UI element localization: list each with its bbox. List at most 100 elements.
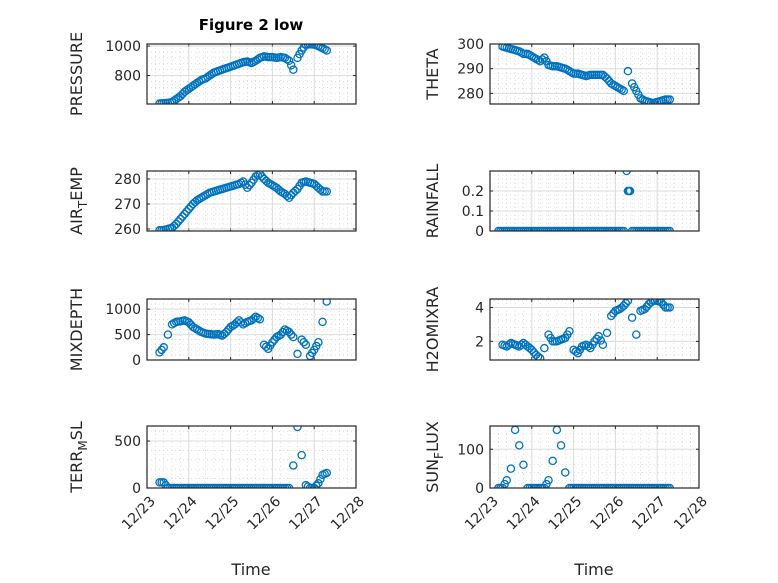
- data-point: [314, 479, 323, 488]
- y-axis-label: AIRTEMP: [67, 167, 90, 235]
- data-point: [602, 328, 612, 338]
- data-point: [284, 56, 294, 66]
- data-series: [155, 299, 331, 360]
- data-point: [289, 332, 298, 342]
- data-point: [322, 46, 331, 55]
- subplot-mixdepth: 0 500 1000 MIXDEPTH: [67, 288, 357, 371]
- data-series: [494, 171, 674, 231]
- y-label-part: LUX: [423, 421, 442, 452]
- y-axis-label: H2OMIXRA: [423, 287, 442, 373]
- data-point: [255, 315, 265, 324]
- y-axis-label: RAINFALL: [423, 164, 442, 239]
- data-point: [556, 441, 566, 450]
- data-point: [602, 74, 612, 83]
- x-tick-label: 12/25: [203, 494, 243, 534]
- data-point: [621, 299, 631, 308]
- data-point: [560, 468, 570, 477]
- data-series: [498, 299, 674, 360]
- data-point: [289, 461, 298, 470]
- y-label-part: TERR: [67, 451, 86, 494]
- data-point: [186, 202, 196, 211]
- subplot-rainfall: 0 0.1 0.2 RAINFALL: [423, 164, 700, 240]
- x-tick-label: 12/23: [119, 494, 159, 534]
- x-axis-label-right: Time: [573, 560, 613, 579]
- x-tick-label: 12/27: [629, 494, 669, 534]
- y-axis-label: TERRMSL: [67, 421, 90, 494]
- y-tick-label: 0: [132, 353, 141, 369]
- data-point: [322, 187, 331, 196]
- data-point: [544, 475, 553, 485]
- y-tick-label: 270: [114, 197, 141, 213]
- y-axis-label: SUNFLUX: [423, 421, 446, 493]
- data-point: [268, 337, 277, 347]
- data-point: [644, 97, 654, 104]
- y-label-part: SUN: [423, 459, 442, 493]
- data-point: [632, 330, 641, 339]
- data-point: [519, 460, 528, 469]
- axes-box: [146, 425, 357, 489]
- figure-title: Figure 2 low: [199, 16, 304, 34]
- data-point: [282, 55, 292, 64]
- data-point: [178, 212, 187, 221]
- data-series: [155, 171, 331, 231]
- y-tick-label: 260: [114, 222, 141, 238]
- data-point: [297, 450, 306, 460]
- data-point: [665, 303, 674, 312]
- data-point: [184, 318, 194, 327]
- y-tick-label: 1000: [105, 302, 141, 318]
- x-tick-label: 12/24: [161, 493, 201, 533]
- y-label-subscript: M: [76, 440, 90, 450]
- y-tick-label: 280: [457, 86, 484, 102]
- data-point: [176, 214, 185, 224]
- data-point: [261, 342, 271, 352]
- y-tick-label: 0: [132, 481, 141, 497]
- data-point: [291, 186, 300, 196]
- data-point: [640, 304, 649, 314]
- data-point: [284, 193, 294, 202]
- data-point: [535, 354, 545, 360]
- data-point: [538, 55, 547, 64]
- data-point: [322, 299, 331, 306]
- x-tick-label: 12/28: [671, 494, 711, 534]
- data-point: [159, 343, 168, 352]
- data-point: [665, 95, 674, 104]
- data-point: [504, 340, 514, 349]
- data-point: [316, 474, 325, 484]
- y-tick-label: 500: [114, 328, 141, 344]
- x-axis-label-left: Time: [230, 560, 270, 579]
- data-point: [623, 66, 633, 76]
- data-point: [548, 456, 557, 466]
- y-label-subscript: T: [76, 200, 90, 209]
- axes-box: [146, 43, 357, 105]
- y-tick-label: 280: [114, 172, 141, 188]
- axes-box: [489, 170, 700, 232]
- data-point: [510, 426, 520, 435]
- data-point: [174, 217, 183, 226]
- y-label-subscript: F: [432, 452, 446, 459]
- data-point: [646, 98, 656, 104]
- data-point: [284, 327, 294, 337]
- y-tick-label: 1000: [105, 39, 141, 55]
- y-axis-label: PRESSURE: [67, 32, 86, 116]
- x-tick-label: 12/26: [244, 493, 284, 533]
- x-tick-label: 12/25: [546, 494, 586, 534]
- subplot-h2omixra: 2 4 H2OMIXRA: [423, 287, 700, 373]
- subplot-sun-flux: 12/23 12/24 12/25 12/26 12/27 12/28 0 100 SUNFLU…: [423, 421, 711, 533]
- subplot-theta: 280 290 300 THETA: [423, 37, 700, 105]
- data-point: [286, 330, 296, 339]
- data-point: [657, 299, 666, 307]
- data-point: [619, 86, 629, 96]
- y-tick-label: 800: [114, 69, 141, 85]
- data-point: [276, 330, 286, 339]
- data-point: [180, 209, 189, 219]
- data-point: [222, 327, 231, 337]
- y-label-part: SL: [67, 421, 86, 440]
- data-point: [255, 171, 265, 179]
- x-tick-label: 12/24: [504, 493, 544, 533]
- data-point: [245, 180, 254, 190]
- y-tick-label: 290: [457, 62, 484, 78]
- data-point: [303, 482, 313, 488]
- data-point: [515, 441, 524, 450]
- axes-box: [489, 298, 700, 361]
